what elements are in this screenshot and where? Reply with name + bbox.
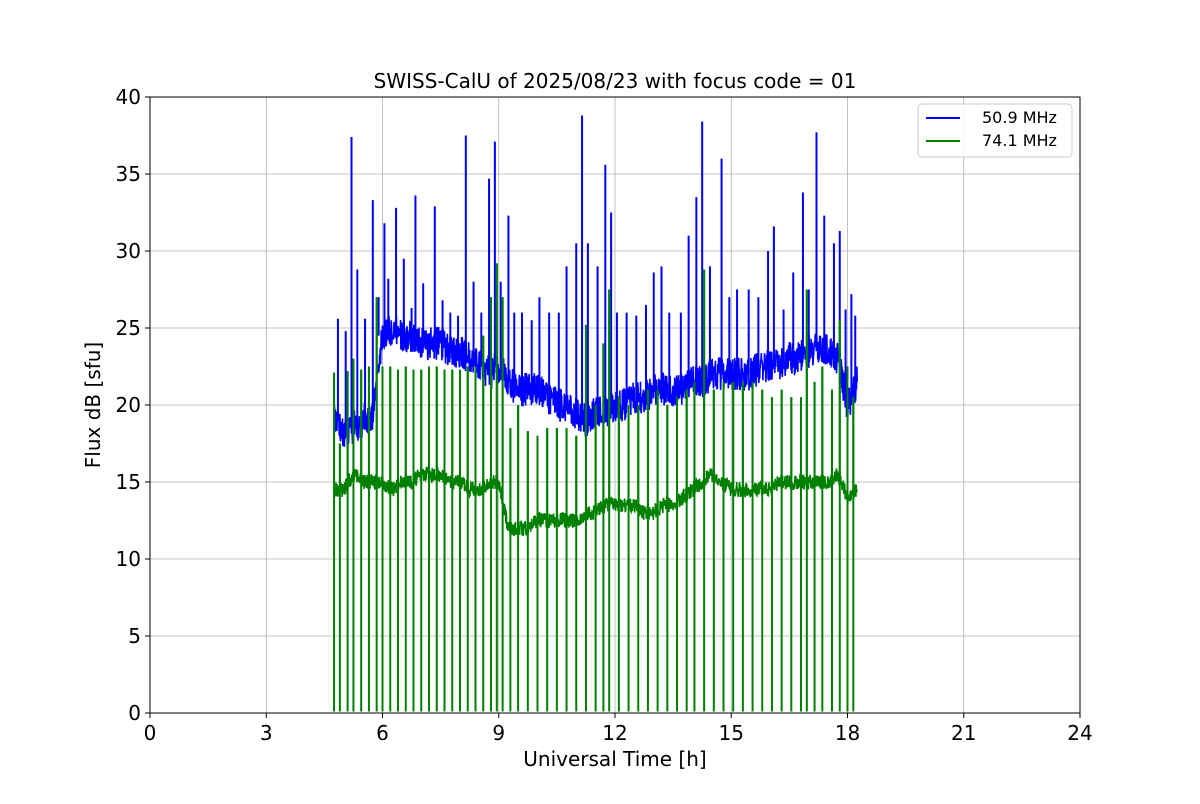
x-tick-label: 6	[376, 721, 389, 745]
y-tick-label: 20	[116, 393, 141, 417]
legend-label-74-1: 74.1 MHz	[982, 131, 1057, 150]
y-tick-label: 15	[116, 470, 141, 494]
y-tick-label: 0	[128, 701, 141, 725]
series-group	[333, 115, 858, 712]
chart-title: SWISS-CalU of 2025/08/23 with focus code…	[374, 69, 857, 93]
series-line	[333, 315, 858, 447]
y-tick-label: 5	[128, 624, 141, 648]
series-layer	[333, 115, 858, 712]
y-axis-label: Flux dB [sfu]	[81, 342, 105, 468]
x-axis-ticks: 0 3 6 9 12 15 18 21 24	[144, 713, 1093, 745]
x-tick-label: 18	[835, 721, 860, 745]
y-tick-label: 10	[116, 547, 141, 571]
x-tick-label: 24	[1067, 721, 1092, 745]
x-axis-label: Universal Time [h]	[523, 747, 706, 771]
x-tick-label: 9	[492, 721, 505, 745]
y-tick-label: 40	[116, 85, 141, 109]
x-tick-label: 3	[260, 721, 273, 745]
x-tick-label: 0	[144, 721, 157, 745]
series-74-1-mhz	[333, 263, 858, 712]
x-tick-label: 12	[602, 721, 627, 745]
legend-label-50-9: 50.9 MHz	[982, 108, 1057, 127]
y-tick-label: 25	[116, 316, 141, 340]
legend: 50.9 MHz 74.1 MHz	[917, 103, 1073, 158]
x-tick-label: 15	[719, 721, 744, 745]
y-axis-ticks: 0 5 10 15 20 25 30 35 40	[116, 85, 150, 725]
x-tick-label: 21	[951, 721, 976, 745]
series-50-9-mhz	[333, 115, 858, 447]
y-tick-label: 30	[116, 239, 141, 263]
y-tick-label: 35	[116, 162, 141, 186]
